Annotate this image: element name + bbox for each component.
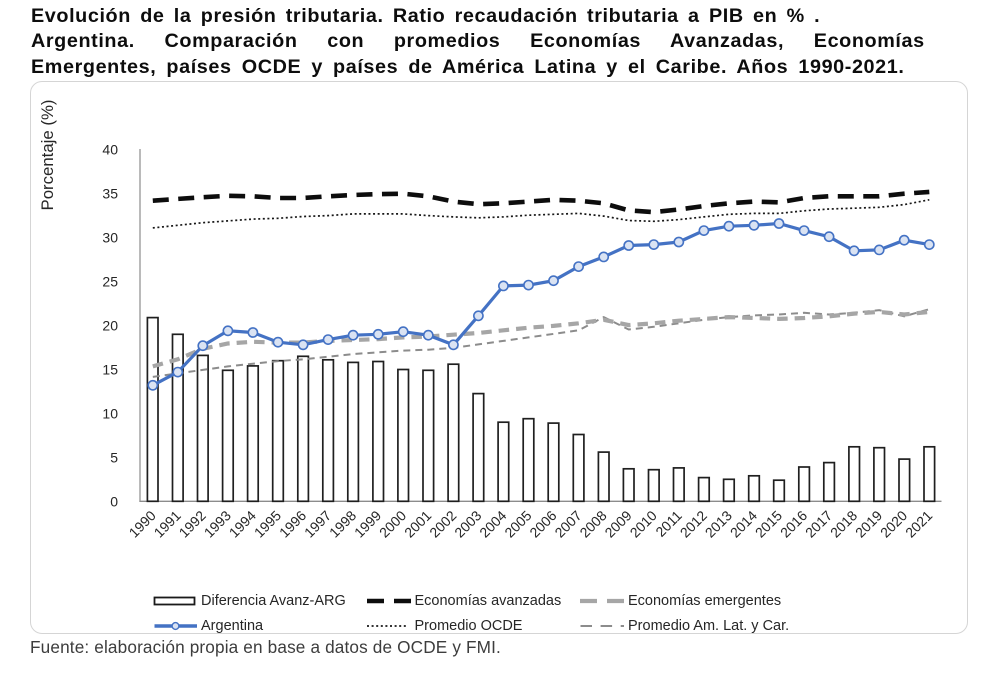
svg-text:0: 0 [110, 493, 118, 509]
svg-text:2017: 2017 [802, 507, 835, 540]
svg-text:Economías emergentes: Economías emergentes [628, 593, 781, 609]
svg-text:2002: 2002 [426, 507, 459, 540]
svg-text:1997: 1997 [301, 507, 334, 540]
svg-text:2008: 2008 [576, 507, 609, 540]
svg-text:1996: 1996 [276, 507, 309, 540]
svg-text:30: 30 [102, 230, 118, 246]
svg-text:2000: 2000 [376, 507, 409, 540]
svg-text:Promedio Am. Lat. y Car.: Promedio Am. Lat. y Car. [628, 618, 789, 634]
svg-text:2012: 2012 [677, 507, 710, 540]
svg-text:1998: 1998 [326, 507, 359, 540]
svg-text:Porcentaje (%): Porcentaje (%) [38, 100, 57, 211]
svg-text:2007: 2007 [551, 507, 584, 540]
svg-text:2019: 2019 [852, 507, 885, 540]
svg-text:1995: 1995 [251, 507, 284, 540]
svg-text:1994: 1994 [226, 507, 259, 540]
svg-text:Promedio OCDE: Promedio OCDE [415, 618, 523, 634]
svg-text:2015: 2015 [752, 507, 785, 540]
svg-text:15: 15 [102, 362, 118, 378]
svg-text:1990: 1990 [126, 507, 159, 540]
svg-text:25: 25 [102, 274, 118, 290]
svg-text:2020: 2020 [877, 507, 910, 540]
svg-text:35: 35 [102, 186, 118, 202]
svg-text:2011: 2011 [652, 507, 685, 540]
svg-text:Diferencia Avanz-ARG: Diferencia Avanz-ARG [201, 593, 346, 609]
svg-text:10: 10 [102, 405, 118, 421]
svg-text:2005: 2005 [501, 507, 534, 540]
svg-text:5: 5 [110, 449, 118, 465]
svg-text:1992: 1992 [176, 507, 209, 540]
svg-text:20: 20 [102, 318, 118, 334]
svg-text:1991: 1991 [151, 507, 184, 540]
svg-text:Argentina: Argentina [201, 618, 264, 634]
svg-text:2016: 2016 [777, 507, 810, 540]
svg-text:1999: 1999 [351, 507, 384, 540]
svg-text:2018: 2018 [827, 507, 860, 540]
svg-text:2014: 2014 [727, 507, 760, 540]
svg-text:2003: 2003 [451, 507, 484, 540]
svg-text:2006: 2006 [526, 507, 559, 540]
svg-text:Economías avanzadas: Economías avanzadas [415, 593, 562, 609]
svg-text:2021: 2021 [902, 507, 935, 540]
svg-text:2004: 2004 [476, 507, 509, 540]
svg-text:40: 40 [102, 142, 118, 158]
svg-text:2001: 2001 [401, 507, 434, 540]
svg-text:2009: 2009 [601, 507, 634, 540]
svg-text:1993: 1993 [201, 507, 234, 540]
svg-text:2010: 2010 [627, 507, 660, 540]
svg-text:2013: 2013 [702, 507, 735, 540]
